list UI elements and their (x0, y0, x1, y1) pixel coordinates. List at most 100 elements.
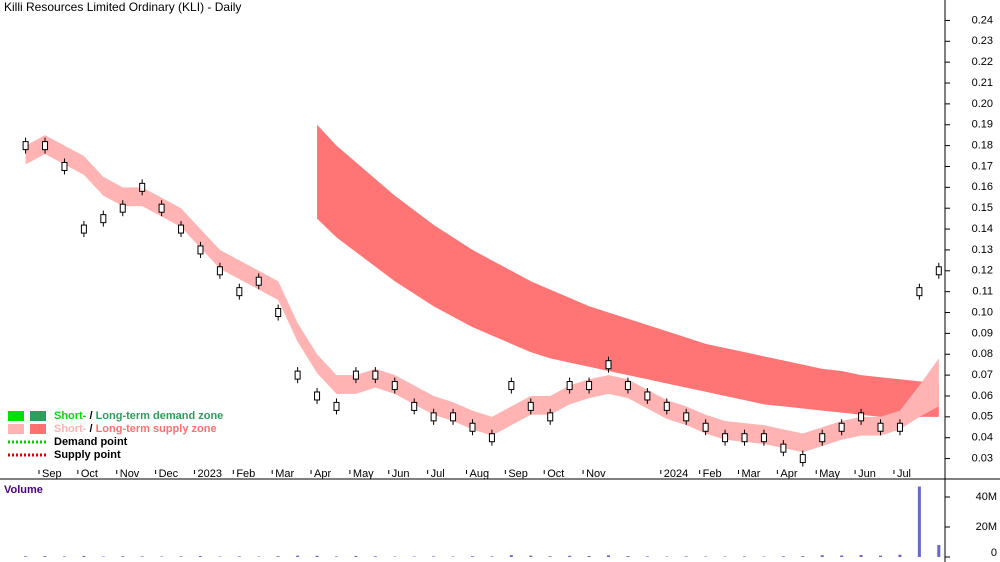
x-tick-label: Feb (703, 468, 722, 480)
volume-bar (743, 556, 747, 557)
candle (780, 443, 787, 453)
y-tick-label: 0.23 (972, 35, 993, 47)
volume-bar (198, 556, 202, 557)
x-tick-label: Jul (897, 468, 911, 480)
y-tick-label: 0.07 (972, 369, 993, 381)
candle (877, 422, 884, 432)
volume-bar (315, 555, 319, 557)
y-tick-label: 0.18 (972, 140, 993, 152)
volume-bar (121, 556, 125, 557)
legend-swatch (30, 411, 46, 421)
candle (430, 412, 437, 422)
x-tick-label: Mar (275, 468, 294, 480)
legend-label: Supply point (54, 449, 121, 461)
y-tick-label: 0.05 (972, 411, 993, 423)
candle (858, 412, 865, 422)
candle (411, 401, 418, 411)
legend-sep: / (86, 410, 95, 422)
volume-bar (529, 555, 533, 557)
candle (760, 433, 767, 443)
x-tick-label: Nov (120, 468, 140, 480)
candle (372, 370, 379, 380)
volume-bar (237, 556, 241, 557)
volume-bar (43, 556, 47, 557)
candle (702, 422, 709, 432)
legend-swatch (30, 424, 46, 434)
y-tick-label: 0.09 (972, 327, 993, 339)
short-term-zone (25, 135, 939, 453)
y-tick-label: 0.24 (972, 14, 993, 26)
volume-bar (24, 556, 28, 557)
legend-long: Long-term supply zone (96, 423, 217, 435)
candle (42, 141, 49, 151)
candle (663, 401, 670, 411)
volume-bar (568, 555, 572, 557)
y-tick-label: 0.21 (972, 77, 993, 89)
y-tick-label: 0.06 (972, 390, 993, 402)
y-tick-label: 0.04 (972, 432, 993, 444)
legend-long: Long-term demand zone (96, 410, 224, 422)
candle (605, 360, 612, 370)
candle (741, 433, 748, 443)
volume-bar (587, 555, 591, 557)
y-tick-label: 0.19 (972, 119, 993, 131)
x-tick-label: Oct (81, 468, 98, 480)
legend-short: Short- (54, 410, 87, 422)
volume-bar (548, 556, 552, 557)
volume-bar (82, 555, 86, 557)
volume-bar (879, 555, 883, 557)
volume-bar (801, 556, 805, 557)
candle (450, 412, 457, 422)
candle (391, 381, 398, 391)
candle (916, 287, 923, 297)
volume-bar (470, 556, 474, 557)
candle (22, 141, 29, 151)
chart-title: Killi Resources Limited Ordinary (KLI) -… (4, 0, 241, 14)
y-tick-label: 0.13 (972, 244, 993, 256)
volume-bar (62, 556, 66, 557)
candle (624, 381, 631, 391)
legend-swatch (8, 411, 24, 421)
x-tick-label: Mar (742, 468, 761, 480)
candle (178, 224, 185, 234)
candle (158, 203, 165, 213)
volume-tick-label: 20M (976, 521, 997, 533)
candle (333, 401, 340, 411)
legend-swatch (8, 424, 24, 434)
volume-bar (781, 556, 785, 557)
legend-short: Short- (54, 423, 87, 435)
volume-bar (684, 556, 688, 557)
candle (644, 391, 651, 401)
volume-tick-label: 0 (991, 547, 997, 559)
candle (488, 433, 495, 443)
x-tick-label: Sep (42, 468, 62, 480)
y-tick-label: 0.22 (972, 56, 993, 68)
x-tick-label: May (819, 468, 840, 480)
x-tick-label: Jun (858, 468, 876, 480)
volume-bar (840, 555, 844, 557)
candle (255, 276, 262, 286)
volume-bar (354, 555, 358, 557)
legend-label: Short- / Long-term demand zone (54, 410, 223, 422)
x-tick-label: Aug (469, 468, 489, 480)
candle (586, 381, 593, 391)
x-tick-label: Sep (508, 468, 528, 480)
x-tick-label: Apr (780, 468, 797, 480)
volume-bar (432, 556, 436, 557)
volume-bar (937, 545, 941, 557)
candle (896, 422, 903, 432)
x-tick-label: Nov (586, 468, 606, 480)
volume-bar (509, 555, 513, 557)
legend-label: Short- / Long-term supply zone (54, 423, 217, 435)
candle (216, 266, 223, 276)
y-tick-label: 0.15 (972, 202, 993, 214)
volume-bar (626, 556, 630, 557)
x-tick-label: 2024 (664, 468, 688, 480)
volume-bar (179, 556, 183, 557)
candle (799, 454, 806, 464)
volume-bar (373, 556, 377, 557)
volume-bar (645, 556, 649, 557)
y-tick-label: 0.12 (972, 265, 993, 277)
y-tick-label: 0.20 (972, 98, 993, 110)
